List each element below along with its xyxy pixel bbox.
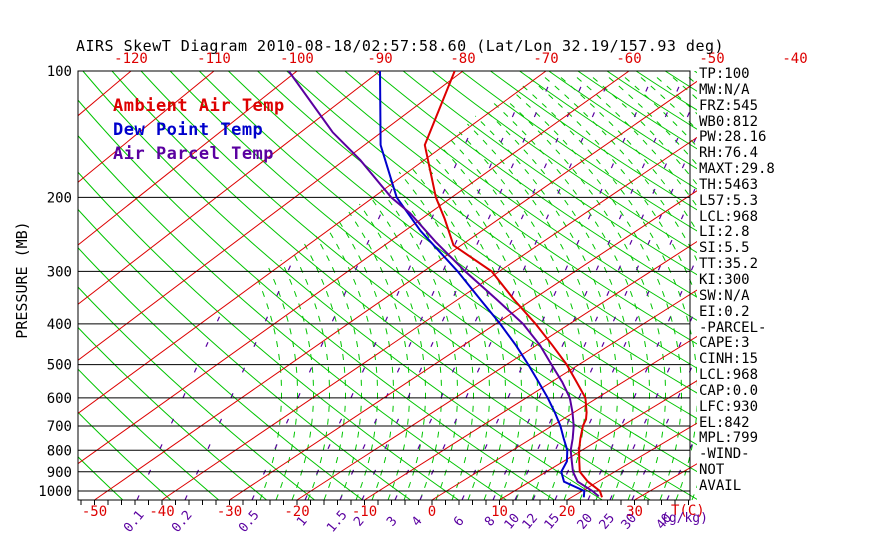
pressure-tick-label: 1000 [38,484,72,500]
stat-line: TT:35.2 [699,256,759,273]
dewpoint-curve [379,71,586,498]
stat-line: SW:N/A [699,287,750,304]
stat-line: CAPE:3 [699,335,750,352]
pressure-tick-label: 400 [47,317,72,333]
stat-line: RH:76.4 [699,145,759,162]
stat-line: MW:N/A [699,81,750,98]
temp-bottom-tick-label: -30 [217,504,242,520]
stat-line: MPL:799 [699,430,759,447]
stat-line: LCL:968 [699,367,759,384]
dry-adiabats [78,71,697,501]
stat-line: EI:0.2 [699,303,750,320]
temp-unit-label: T(C) [671,503,705,519]
ambient-temp-curve [423,71,603,498]
legend-ambient-air-temp: Ambient Air Temp [113,96,285,116]
temp-bottom-tick-label: 10 [491,504,508,520]
pressure-tick-label: 500 [47,358,72,374]
stat-line: NOT [699,462,725,479]
pressure-tick-label: 600 [47,391,72,407]
chart-title: AIRS SkewT Diagram 2010-08-18/02:57:58.6… [75,37,725,55]
axis-labels: -120 -110 -100 -90 -80 -70 -60 -50 -40-50 -40 -30-… [38,51,807,536]
mixing-tick-label: 4 [409,514,426,530]
mixing-tick-label: 12 [520,511,542,533]
mixing-tick-label: 1.5 [324,508,351,536]
mixing-ratio-lines [136,75,697,501]
stat-line: PW:28.16 [699,129,767,146]
temp-bottom-tick-label: 30 [626,504,643,520]
temp-top-tick-label: -110 [197,51,231,67]
stat-line: TP:100 [699,66,750,82]
stat-line: KI:300 [699,271,750,288]
stat-line: SI:5.5 [699,240,750,257]
stat-line: LI:2.8 [699,224,750,241]
temp-bottom-tick-label: 20 [559,504,576,520]
stat-line: -WIND- [699,446,750,463]
stat-line: LFC:930 [699,398,759,415]
mixing-tick-label: 20 [575,511,597,533]
legend-dew-point-temp: Dew Point Temp [113,120,264,140]
mixing-tick-label: 25 [597,511,619,533]
temp-bottom-tick-label: -40 [149,504,174,520]
temp-top-tick-label: -120 [114,51,148,67]
parcel-curve [287,71,600,498]
stat-line: -PARCEL- [699,319,767,336]
temp-top-tick-label: -40 [782,51,807,67]
temp-top-tick-label: -80 [450,51,475,67]
pressure-tick-label: 200 [47,190,72,206]
sounding-curves [287,71,603,498]
temp-top-tick-label: -70 [533,51,558,67]
pressure-tick-label: 900 [47,465,72,481]
pressure-tick-label: 700 [47,419,72,435]
temp-top-tick-label: -50 [699,51,724,67]
stat-line: FRZ:545 [699,97,759,114]
stat-line: MAXT:29.8 [699,161,775,178]
pressure-tick-label: 800 [47,443,72,459]
mixing-tick-label: 0.1 [121,508,148,536]
pressure-axis-title: PRESSURE (MB) [13,221,31,339]
legend-air-parcel-temp: Air Parcel Temp [113,144,275,164]
stat-line: CINH:15 [699,351,759,368]
pressure-tick-label: 100 [47,64,72,80]
stat-line: EL:842 [699,414,750,431]
stat-line: L57:5.3 [699,192,759,209]
stat-line: AVAIL [699,477,742,494]
stat-line: LCL:968 [699,208,759,225]
stat-line: WB0:812 [699,113,759,130]
pressure-gridlines [77,70,691,505]
stat-line: CAP:0.0 [699,382,759,399]
temp-bottom-tick-label: 0 [428,504,436,520]
temp-top-tick-label: -100 [280,51,314,67]
background-grid [78,71,697,501]
stats-panel: TP:100 MW:N/A FRZ:545 WB0:812 PW:28.16 RH:76.… [699,66,775,495]
temp-top-tick-label: -60 [616,51,641,67]
mixing-tick-label: 6 [451,514,468,530]
temp-top-tick-label: -90 [367,51,392,67]
temp-bottom-tick-label: -10 [352,504,377,520]
temp-bottom-tick-label: -50 [82,504,107,520]
temp-bottom-tick-label: -20 [284,504,309,520]
pressure-tick-label: 300 [47,264,72,280]
stat-line: TH:5463 [699,176,759,193]
moist-adiabats [255,75,697,501]
mixing-unit-label: (g/kg) [661,511,708,526]
mixing-tick-label: 3 [384,514,401,530]
